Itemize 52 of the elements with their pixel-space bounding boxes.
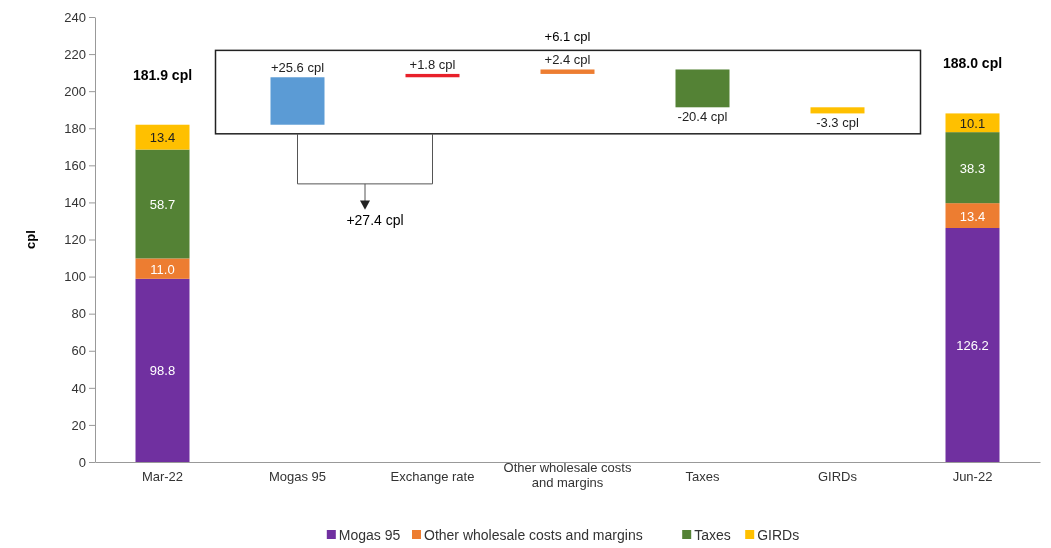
y-tick-label: 100 bbox=[64, 269, 86, 285]
y-tick-label: 20 bbox=[71, 417, 86, 433]
annotation: +6.1 cpl bbox=[544, 29, 591, 45]
y-tick-label: 40 bbox=[71, 380, 86, 396]
y-tick-label: 140 bbox=[64, 195, 86, 211]
bar bbox=[270, 77, 325, 125]
x-tick-label: Mar-22 bbox=[141, 469, 184, 485]
bar bbox=[135, 149, 190, 259]
bar bbox=[945, 132, 1000, 204]
data-label: 98.8 bbox=[149, 363, 176, 379]
bar bbox=[405, 73, 460, 78]
y-tick-label: 240 bbox=[64, 9, 86, 25]
bar bbox=[135, 278, 190, 462]
legend-label: Mogas 95 bbox=[338, 527, 401, 543]
data-label: 13.4 bbox=[959, 208, 986, 224]
data-label: 10.1 bbox=[959, 115, 986, 131]
data-label: -3.3 cpl bbox=[816, 115, 859, 131]
annotation: +27.4 cpl bbox=[346, 211, 404, 228]
total-label: 188.0 cpl bbox=[942, 55, 1003, 72]
y-tick-label: 120 bbox=[64, 232, 86, 248]
y-axis-title: cpl bbox=[23, 230, 38, 249]
data-label: 13.4 bbox=[149, 130, 176, 146]
y-tick-label: 200 bbox=[64, 83, 86, 99]
y-tick-label: 160 bbox=[64, 157, 86, 173]
data-label: +1.8 cpl bbox=[409, 56, 456, 72]
y-tick-label: 220 bbox=[64, 46, 86, 62]
legend-label: Taxes bbox=[694, 527, 731, 543]
legend-label: Other wholesale costs and margins bbox=[424, 527, 643, 543]
data-label: -20.4 cpl bbox=[677, 109, 728, 125]
bar bbox=[945, 203, 1000, 228]
data-label: 58.7 bbox=[149, 196, 176, 212]
data-label: +25.6 cpl bbox=[270, 60, 325, 76]
y-tick-label: 80 bbox=[71, 306, 86, 322]
bar bbox=[135, 258, 190, 279]
x-tick-label: Taxes bbox=[685, 469, 720, 485]
y-tick-label: 0 bbox=[78, 454, 86, 470]
data-label: 11.0 bbox=[150, 261, 175, 277]
total-label: 181.9 cpl bbox=[132, 66, 193, 83]
data-label: +2.4 cpl bbox=[544, 52, 591, 68]
y-tick-label: 60 bbox=[71, 343, 86, 359]
x-tick-label: Other wholesale costs and margins bbox=[503, 460, 632, 490]
bar bbox=[945, 113, 1000, 133]
y-tick-label: 180 bbox=[64, 120, 86, 136]
x-tick-label: Jun-22 bbox=[952, 469, 993, 485]
data-label: 126.2 bbox=[956, 338, 989, 353]
x-tick-label: Mogas 95 bbox=[268, 469, 327, 485]
bar bbox=[945, 228, 1000, 462]
x-tick-label: Exchange rate bbox=[390, 469, 475, 485]
legend-label: GIRDs bbox=[757, 527, 800, 543]
bar bbox=[135, 124, 190, 150]
x-tick-label: GIRDs bbox=[818, 469, 858, 485]
data-label: 38.3 bbox=[959, 160, 986, 176]
